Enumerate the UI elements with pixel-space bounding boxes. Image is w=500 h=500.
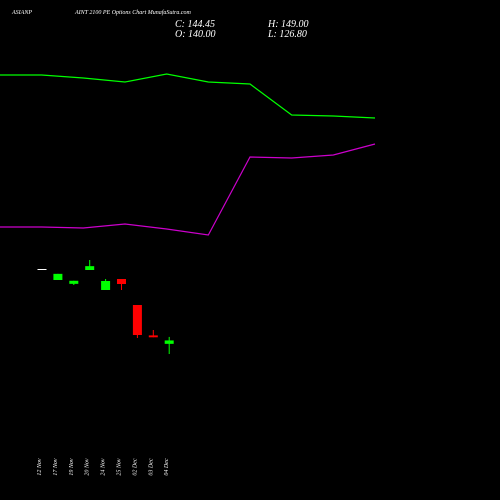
x-tick-label: 03 Dec [148, 458, 154, 475]
x-tick-label: 19 Nov [69, 458, 75, 476]
high-label: H: 149.00 [267, 19, 309, 30]
low-label: L: 126.80 [267, 29, 307, 40]
candle-body [132, 305, 142, 335]
x-tick-label: 17 Nov [53, 458, 59, 476]
candle-body [117, 279, 126, 284]
indicator-line [0, 73, 376, 119]
candle-body [53, 273, 63, 280]
x-tick-label: 25 Nov [117, 458, 123, 476]
open-label: O: 140.00 [175, 29, 216, 40]
x-tick-label: 12 Nov [37, 458, 43, 476]
candle-body [69, 280, 79, 284]
candle-body [101, 281, 111, 290]
candle-body [85, 266, 95, 270]
x-tick-label: 04 Dec [163, 458, 170, 475]
chart-title: AINT 2100 PE Options Chart MunafaSutra.c… [74, 9, 192, 16]
candle-body [164, 340, 174, 344]
candle-body [37, 269, 47, 270]
close-label: C: 144.45 [175, 19, 215, 30]
candle-body [148, 335, 158, 338]
x-tick-label: 02 Dec [132, 458, 138, 475]
x-tick-label: 24 Nov [100, 458, 107, 476]
chart-title-left: ASIANP [11, 10, 32, 16]
x-tick-label: 20 Nov [85, 458, 91, 476]
indicator-line [0, 143, 376, 236]
